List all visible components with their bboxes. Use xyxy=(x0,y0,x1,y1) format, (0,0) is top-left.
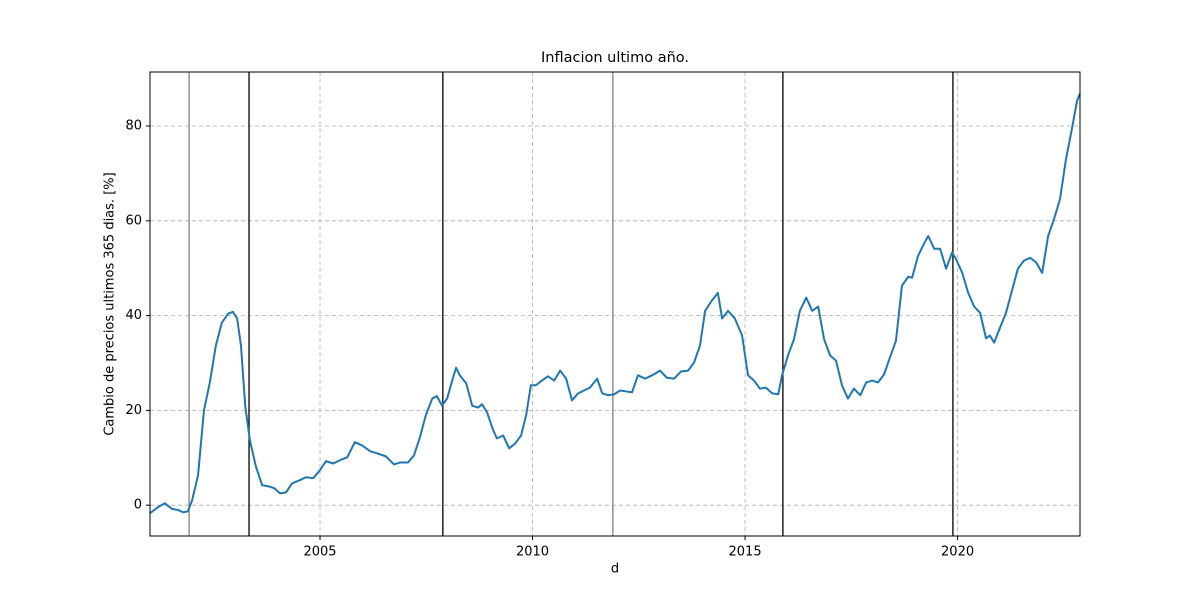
y-tick-label: 40 xyxy=(125,308,142,323)
chart-title: Inflacion ultimo año. xyxy=(541,50,689,66)
y-tick-label: 80 xyxy=(125,119,142,134)
y-tick-label: 60 xyxy=(125,213,142,228)
data-line xyxy=(149,92,1081,515)
x-tick-label: 2015 xyxy=(729,545,762,560)
y-tick-label: 0 xyxy=(134,498,142,513)
plot-frame xyxy=(149,71,1081,537)
x-axis-label: d xyxy=(611,562,619,577)
y-axis-label: Cambio de precios ultimos 365 dias. [%] xyxy=(103,172,118,435)
x-tick-label: 2010 xyxy=(516,545,549,560)
x-tick-label: 2005 xyxy=(303,545,336,560)
y-tick-label: 20 xyxy=(125,403,142,418)
x-tick-label: 2020 xyxy=(941,545,974,560)
